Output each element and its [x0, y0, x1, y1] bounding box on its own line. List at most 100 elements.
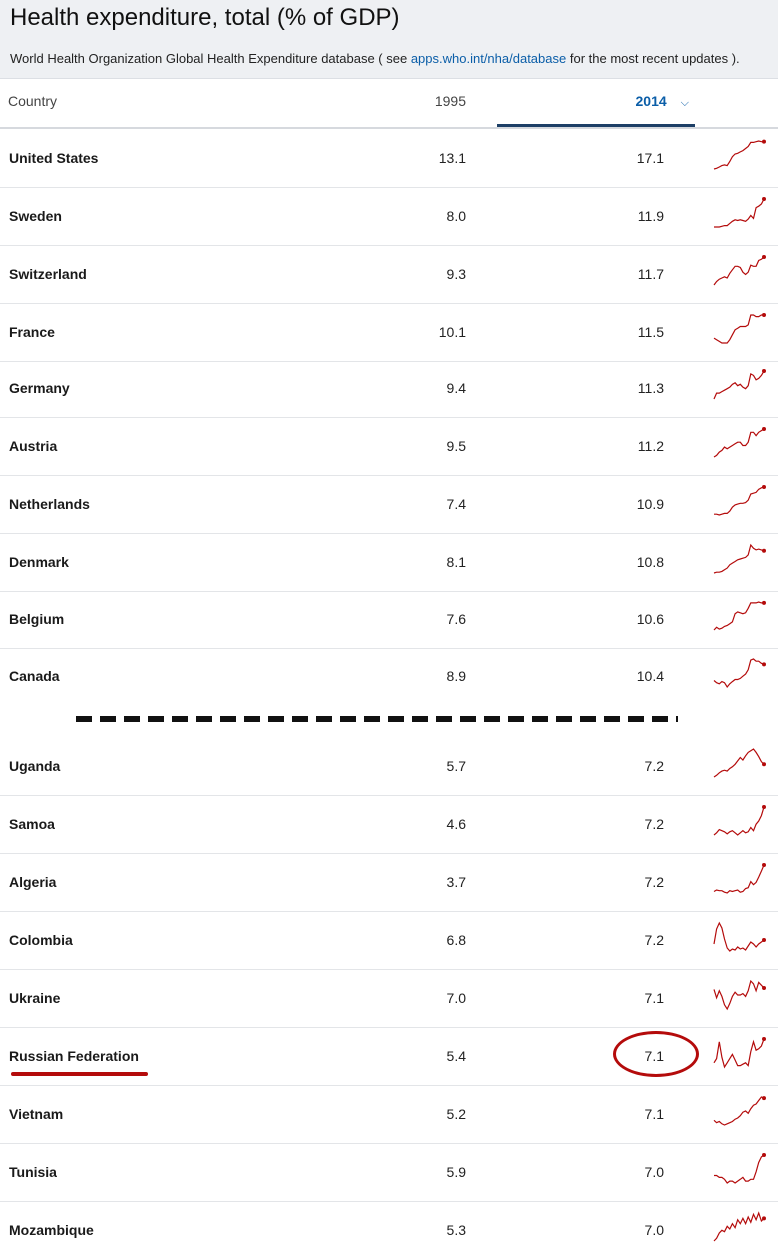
table-row[interactable]: Vietnam 5.2 7.1 [0, 1085, 778, 1144]
chevron-down-icon[interactable]: ⌵ [680, 97, 689, 109]
country-name[interactable]: Denmark [9, 554, 69, 570]
sparkline-end-point [762, 197, 766, 201]
trend-sparkline[interactable] [712, 367, 770, 407]
trend-sparkline[interactable] [712, 803, 770, 843]
column-header-2014-label: 2014 [635, 93, 667, 109]
sparkline-end-point [762, 427, 766, 431]
page-header: Health expenditure, total (% of GDP) Wor… [0, 0, 778, 79]
column-header-country[interactable]: Country [8, 93, 58, 109]
value-2014: 10.8 [636, 554, 664, 570]
sparkline-line [713, 428, 765, 458]
table-row[interactable]: Germany 9.4 11.3 [0, 359, 778, 418]
country-name[interactable]: Switzerland [9, 266, 87, 282]
sparkline-line [713, 140, 764, 170]
value-2014: 7.1 [644, 990, 664, 1006]
country-name[interactable]: Tunisia [9, 1164, 57, 1180]
value-2014: 17.1 [636, 150, 664, 166]
value-1995: 5.7 [446, 758, 466, 774]
table-row[interactable]: Ukraine 7.0 7.1 [0, 969, 778, 1028]
value-2014: 7.2 [644, 874, 664, 890]
value-2014: 11.5 [637, 324, 664, 340]
trend-sparkline[interactable] [712, 1151, 770, 1191]
trend-sparkline[interactable] [712, 541, 770, 581]
trend-sparkline[interactable] [712, 1035, 770, 1075]
table-row[interactable]: Colombia 6.8 7.2 [0, 911, 778, 970]
dashed-divider [76, 716, 678, 722]
table-row[interactable]: Algeria 3.7 7.2 [0, 853, 778, 912]
column-header-1995[interactable]: 1995 [434, 93, 466, 109]
trend-sparkline[interactable] [712, 1093, 770, 1133]
source-link[interactable]: apps.who.int/nha/database [410, 51, 567, 66]
country-name[interactable]: Canada [9, 668, 60, 684]
table-row[interactable]: Sweden 8.0 11.9 [0, 187, 778, 246]
country-name[interactable]: Germany [9, 380, 70, 396]
trend-sparkline[interactable] [712, 655, 770, 695]
table-row[interactable]: Netherlands 7.4 10.9 [0, 475, 778, 534]
sparkline-end-point [762, 255, 766, 259]
sparkline-end-point [762, 369, 766, 373]
value-2014: 10.9 [636, 496, 664, 512]
sparkline-line [713, 370, 765, 400]
trend-sparkline[interactable] [712, 919, 770, 959]
country-name[interactable]: Netherlands [9, 496, 90, 512]
sparkline-line [713, 806, 765, 836]
country-name[interactable]: France [9, 324, 55, 340]
value-2014: 11.3 [637, 380, 664, 396]
value-1995: 9.3 [446, 266, 466, 282]
country-name[interactable]: Algeria [9, 874, 57, 890]
trend-sparkline[interactable] [712, 1209, 770, 1249]
country-name[interactable]: United States [9, 150, 99, 166]
table-row[interactable]: Samoa 4.6 7.2 [0, 795, 778, 854]
trend-sparkline[interactable] [712, 745, 770, 785]
country-name[interactable]: Mozambique [9, 1222, 94, 1238]
table-row[interactable]: Denmark 8.1 10.8 [0, 533, 778, 592]
country-name[interactable]: Belgium [9, 611, 65, 627]
trend-sparkline[interactable] [712, 311, 770, 351]
country-name[interactable]: Vietnam [9, 1106, 64, 1122]
value-1995: 5.9 [446, 1164, 466, 1180]
value-1995: 5.2 [446, 1106, 466, 1122]
table-row[interactable]: Austria 9.5 11.2 [0, 417, 778, 476]
sparkline-end-point [762, 485, 766, 489]
trend-sparkline[interactable] [712, 598, 770, 638]
country-name[interactable]: Samoa [9, 816, 55, 832]
table-row[interactable]: France 10.1 11.5 [0, 303, 778, 362]
trend-sparkline[interactable] [712, 977, 770, 1017]
sparkline-line [713, 1038, 765, 1069]
table-row[interactable]: United States 13.1 17.1 [0, 129, 778, 188]
trend-sparkline[interactable] [712, 425, 770, 465]
sparkline-line [713, 921, 765, 952]
column-header-2014[interactable]: 2014 ⌵ [497, 93, 695, 127]
trend-sparkline[interactable] [712, 483, 770, 523]
table-row[interactable]: Belgium 7.6 10.6 [0, 590, 778, 649]
table-row[interactable]: Canada 8.9 10.4 [0, 647, 778, 705]
sparkline-line [713, 1096, 765, 1126]
country-name[interactable]: Colombia [9, 932, 73, 948]
value-2014: 11.9 [637, 208, 664, 224]
country-name[interactable]: Russian Federation [9, 1048, 139, 1064]
country-name[interactable]: Sweden [9, 208, 62, 224]
table-row[interactable]: Switzerland 9.3 11.7 [0, 245, 778, 304]
trend-sparkline[interactable] [712, 137, 770, 177]
value-2014: 11.2 [637, 438, 664, 454]
sparkline-line [713, 864, 765, 894]
table-row[interactable]: Mozambique 5.3 7.0 [0, 1201, 778, 1259]
value-1995: 8.0 [446, 208, 466, 224]
country-name[interactable]: Uganda [9, 758, 61, 774]
sparkline-line [713, 748, 765, 778]
value-2014: 7.0 [644, 1164, 664, 1180]
sparkline-line [714, 1154, 765, 1184]
table-row[interactable]: Uganda 5.7 7.2 [0, 737, 778, 796]
sparkline-line [714, 198, 765, 228]
sparkline-end-point [762, 762, 766, 767]
trend-sparkline[interactable] [712, 253, 770, 293]
value-1995: 6.8 [446, 932, 466, 948]
country-name[interactable]: Ukraine [9, 990, 61, 1006]
country-name[interactable]: Austria [9, 438, 58, 454]
table-row[interactable]: Tunisia 5.9 7.0 [0, 1143, 778, 1202]
trend-sparkline[interactable] [712, 861, 770, 901]
value-1995: 7.0 [446, 990, 466, 1006]
trend-sparkline[interactable] [712, 195, 770, 235]
value-1995: 5.4 [446, 1048, 466, 1064]
value-1995: 7.4 [446, 496, 466, 512]
